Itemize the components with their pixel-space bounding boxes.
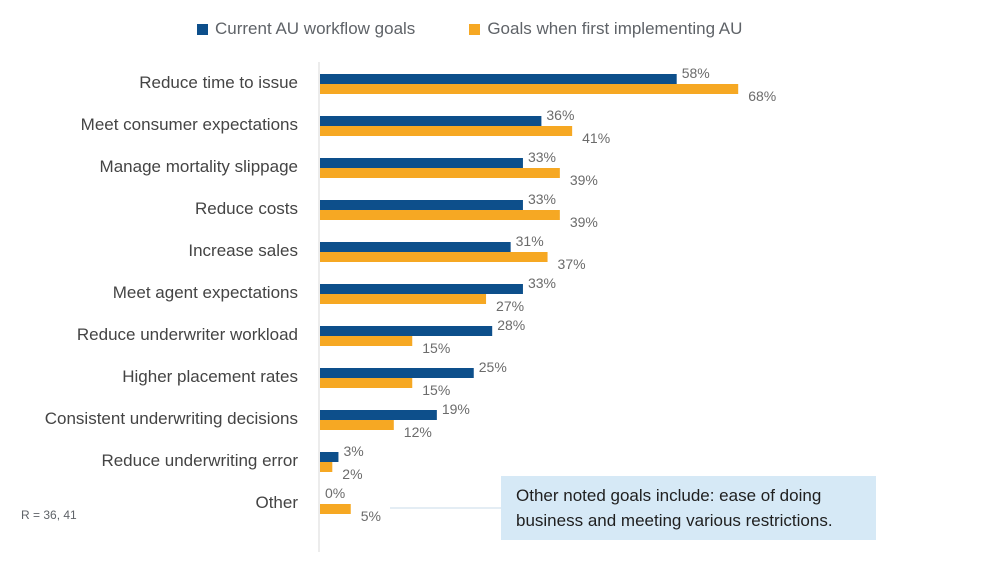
- category-label-higher-placement-rates: Higher placement rates: [122, 367, 298, 386]
- data-label-first-meet-consumer-expectations: 41%: [582, 130, 610, 146]
- category-label-consistent-underwriting-decisions: Consistent underwriting decisions: [45, 409, 298, 428]
- data-label-first-consistent-underwriting-decisions: 12%: [404, 424, 432, 440]
- category-label-meet-consumer-expectations: Meet consumer expectations: [81, 115, 298, 134]
- note-box: Other noted goals include: ease of doing…: [501, 476, 876, 540]
- bar-current-reduce-costs: [320, 200, 523, 210]
- bar-current-reduce-underwriting-error: [320, 452, 339, 462]
- data-label-first-meet-agent-expectations: 27%: [496, 298, 524, 314]
- legend-label-current: Current AU workflow goals: [215, 19, 416, 38]
- data-label-current-manage-mortality-slippage: 33%: [528, 149, 556, 165]
- bar-first-reduce-underwriter-workload: [320, 336, 413, 346]
- category-label-other: Other: [255, 493, 298, 512]
- category-label-reduce-underwriting-error: Reduce underwriting error: [101, 451, 298, 470]
- bar-first-reduce-underwriting-error: [320, 462, 333, 472]
- bar-first-meet-agent-expectations: [320, 294, 487, 304]
- category-label-reduce-time-to-issue: Reduce time to issue: [139, 73, 298, 92]
- data-label-current-reduce-underwriter-workload: 28%: [497, 317, 525, 333]
- bar-first-increase-sales: [320, 252, 548, 262]
- legend: Current AU workflow goals Goals when fir…: [197, 19, 796, 39]
- data-label-current-other: 0%: [325, 485, 345, 501]
- data-label-first-reduce-underwriter-workload: 15%: [422, 340, 450, 356]
- data-label-first-reduce-costs: 39%: [570, 214, 598, 230]
- data-label-first-other: 5%: [361, 508, 381, 524]
- data-label-current-reduce-underwriting-error: 3%: [343, 443, 363, 459]
- category-label-meet-agent-expectations: Meet agent expectations: [113, 283, 298, 302]
- category-label-reduce-underwriter-workload: Reduce underwriter workload: [77, 325, 298, 344]
- data-label-first-reduce-underwriting-error: 2%: [342, 466, 362, 482]
- legend-swatch-first: [469, 23, 481, 35]
- bar-current-meet-consumer-expectations: [320, 116, 542, 126]
- data-label-current-meet-consumer-expectations: 36%: [546, 107, 574, 123]
- bar-first-reduce-costs: [320, 210, 560, 220]
- bar-current-reduce-underwriter-workload: [320, 326, 493, 336]
- data-label-current-higher-placement-rates: 25%: [479, 359, 507, 375]
- data-label-current-meet-agent-expectations: 33%: [528, 275, 556, 291]
- data-label-current-reduce-time-to-issue: 58%: [682, 65, 710, 81]
- bar-first-reduce-time-to-issue: [320, 84, 739, 94]
- data-label-first-reduce-time-to-issue: 68%: [748, 88, 776, 104]
- bar-current-meet-agent-expectations: [320, 284, 523, 294]
- bar-current-reduce-time-to-issue: [320, 74, 677, 84]
- category-label-manage-mortality-slippage: Manage mortality slippage: [100, 157, 298, 176]
- legend-swatch-current: [197, 23, 208, 35]
- data-label-current-reduce-costs: 33%: [528, 191, 556, 207]
- bar-current-higher-placement-rates: [320, 368, 474, 378]
- sample-size: R = 36, 41: [21, 508, 77, 522]
- data-label-first-manage-mortality-slippage: 39%: [570, 172, 598, 188]
- bar-first-higher-placement-rates: [320, 378, 413, 388]
- bar-first-consistent-underwriting-decisions: [320, 420, 394, 430]
- bar-first-manage-mortality-slippage: [320, 168, 560, 178]
- data-label-current-consistent-underwriting-decisions: 19%: [442, 401, 470, 417]
- bar-first-meet-consumer-expectations: [320, 126, 573, 136]
- bar-current-manage-mortality-slippage: [320, 158, 523, 168]
- category-label-reduce-costs: Reduce costs: [195, 199, 298, 218]
- bar-current-increase-sales: [320, 242, 511, 252]
- legend-label-first: Goals when first implementing AU: [487, 19, 743, 38]
- data-label-current-increase-sales: 31%: [516, 233, 544, 249]
- bar-first-other: [320, 504, 351, 514]
- bar-current-consistent-underwriting-decisions: [320, 410, 437, 420]
- data-label-first-higher-placement-rates: 15%: [422, 382, 450, 398]
- category-label-increase-sales: Increase sales: [188, 241, 298, 260]
- legend-item-first: Goals when first implementing AU: [469, 19, 742, 39]
- legend-item-current: Current AU workflow goals: [197, 19, 415, 39]
- data-label-first-increase-sales: 37%: [558, 256, 586, 272]
